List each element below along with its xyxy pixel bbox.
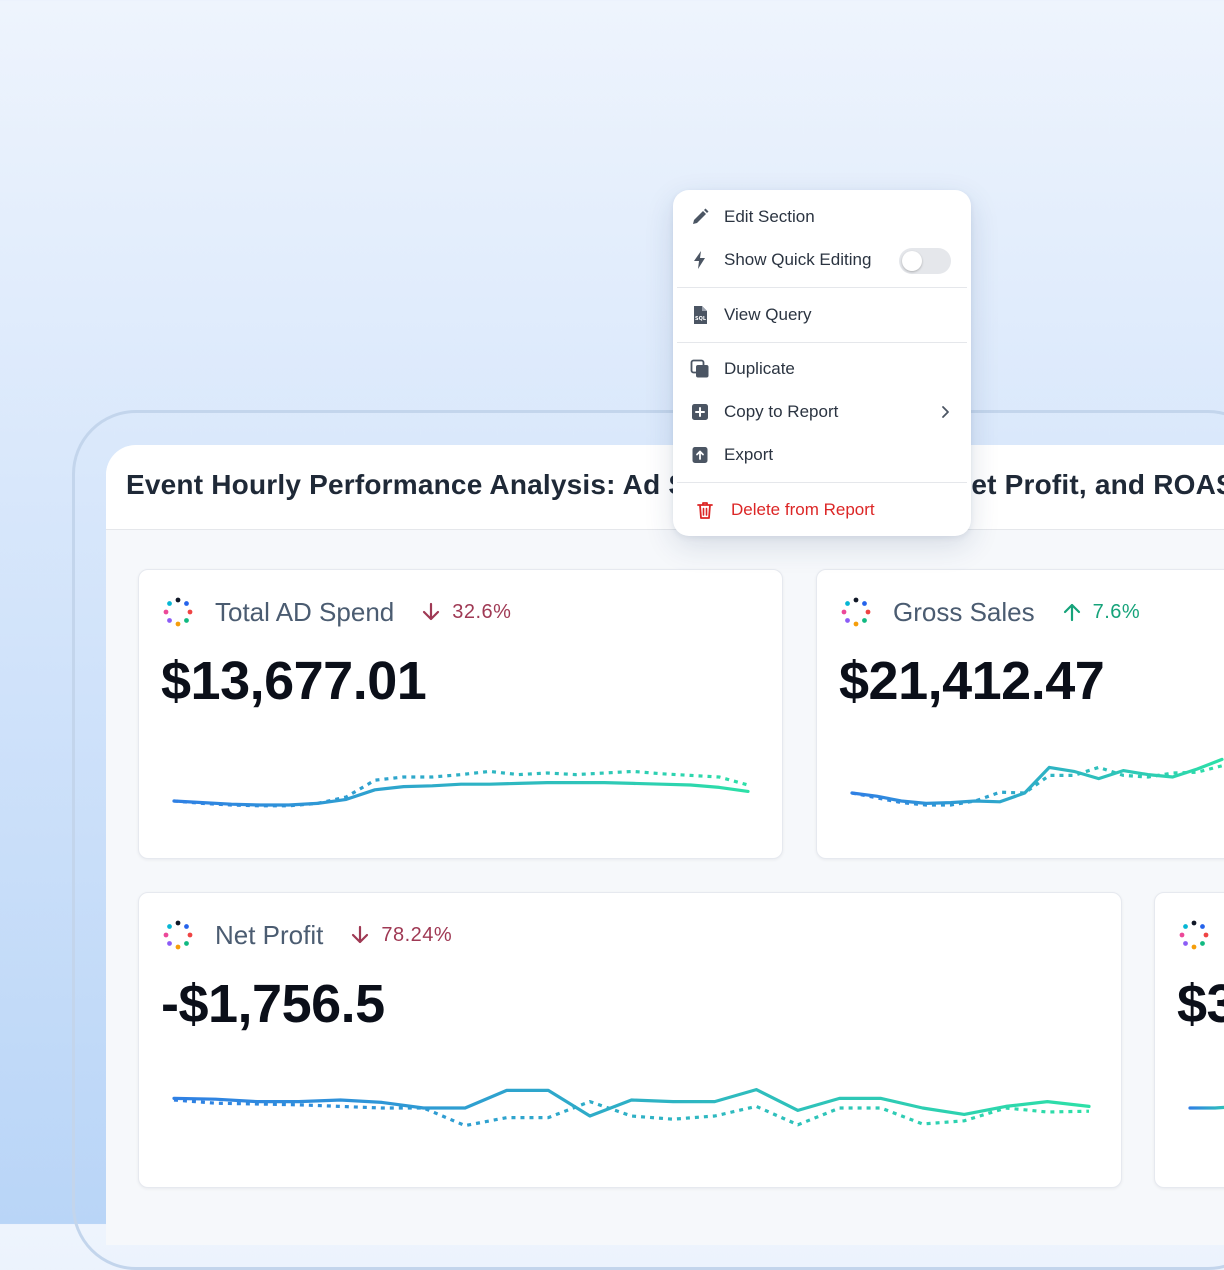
icon-dot — [184, 941, 189, 946]
menu-item-label: View Query — [724, 305, 812, 324]
icon-dot — [163, 609, 169, 615]
duplicate-icon — [690, 359, 709, 378]
icon-dot — [167, 941, 172, 946]
chevron-right-icon — [942, 406, 949, 418]
menu-divider — [677, 287, 967, 288]
icon-dot — [1179, 932, 1185, 938]
current-series-line — [172, 780, 750, 807]
icon-dot — [167, 618, 172, 623]
report-section-panel: Event Hourly Performance Analysis: Ad Sp… — [106, 445, 1224, 1245]
metric-delta-value: 32.6% — [452, 600, 512, 623]
icon-dot — [167, 601, 172, 606]
sparkline-chart — [850, 757, 1224, 807]
metric-value: $21,412.47 — [839, 651, 1105, 711]
metric-name: Total AD Spend — [215, 596, 395, 627]
menu-item-edit-section[interactable]: Edit Section — [673, 197, 971, 237]
menu-item-export[interactable]: Export — [673, 435, 971, 475]
icon-dot — [175, 621, 181, 627]
icon-dot — [184, 601, 189, 606]
menu-item-show-quick-editing[interactable]: Show Quick Editing — [673, 240, 971, 280]
quick-editing-toggle[interactable] — [899, 248, 951, 274]
multicolor-dots-icon — [841, 597, 871, 627]
metric-delta: 7.6% — [1061, 601, 1141, 624]
icon-dot — [184, 618, 189, 623]
arrow-up-icon — [1063, 603, 1080, 622]
icon-dot — [841, 609, 847, 615]
icon-dot — [1183, 941, 1188, 946]
menu-item-label: Delete from Report — [731, 500, 875, 519]
metric-value: $13,677.01 — [161, 651, 427, 711]
metric-name: Gross Sales — [893, 596, 1035, 627]
sparkline-chart — [172, 1088, 1091, 1128]
icon-dot — [184, 924, 189, 929]
sql-file-icon: SQL — [694, 306, 707, 324]
export-icon — [692, 447, 708, 463]
metric-card-partial[interactable]: $3 — [1154, 892, 1224, 1188]
menu-item-duplicate[interactable]: Duplicate — [673, 349, 971, 389]
icon-dot — [175, 597, 181, 603]
icon-dot — [167, 924, 172, 929]
menu-item-label: Show Quick Editing — [724, 250, 872, 269]
menu-item-label: Edit Section — [724, 207, 815, 226]
menu-item-view-query[interactable]: SQL View Query — [673, 295, 971, 335]
multicolor-dots-icon — [163, 920, 193, 950]
menu-item-label: Duplicate — [724, 359, 795, 378]
section-context-menu: Edit Section Show Quick Editing SQL View… — [673, 190, 971, 536]
icon-dot — [175, 944, 181, 950]
icon-dot — [187, 932, 193, 938]
svg-text:SQL: SQL — [695, 316, 707, 322]
icon-dot — [187, 609, 193, 615]
multicolor-dots-icon — [163, 597, 193, 627]
current-series-line — [172, 1088, 1091, 1118]
metric-delta-value: 78.24% — [381, 923, 453, 946]
arrow-down-icon — [423, 602, 440, 621]
icon-dot — [853, 621, 859, 627]
pencil-icon — [693, 208, 709, 224]
metric-name: Net Profit — [215, 919, 324, 950]
icon-dot — [845, 601, 850, 606]
current-series-line — [1188, 1105, 1224, 1110]
metric-card-gross-sales[interactable]: Gross Sales 7.6% $21,412.47 — [816, 569, 1224, 859]
icon-dot — [845, 618, 850, 623]
icon-dot — [1200, 941, 1205, 946]
icon-dot — [175, 920, 181, 926]
metric-value: -$1,756.5 — [161, 974, 385, 1034]
metric-card-total-ad-spend[interactable]: Total AD Spend 32.6% $13,677.01 — [138, 569, 783, 859]
section-header: Event Hourly Performance Analysis: Ad Sp… — [106, 445, 1224, 530]
metric-value: $3 — [1177, 974, 1224, 1034]
multicolor-dots-icon — [1179, 920, 1209, 950]
menu-item-delete-from-report[interactable]: Delete from Report — [673, 490, 971, 530]
menu-item-label: Export — [724, 445, 774, 464]
icon-dot — [862, 618, 867, 623]
icon-dot — [853, 597, 859, 603]
icon-dot — [1191, 944, 1197, 950]
icon-dot — [1200, 924, 1205, 929]
arrow-down-icon — [352, 925, 369, 944]
menu-divider — [677, 482, 967, 483]
icon-dot — [1191, 920, 1197, 926]
metric-delta-value: 7.6% — [1092, 600, 1141, 623]
metric-delta: 78.24% — [349, 924, 452, 947]
sparkline-chart — [172, 769, 750, 808]
menu-item-copy-to-report[interactable]: Copy to Report — [673, 392, 971, 432]
icon-dot — [1203, 932, 1209, 938]
lightning-icon — [694, 251, 705, 269]
metric-card-net-profit[interactable]: Net Profit 78.24% -$1,756.5 — [138, 892, 1122, 1188]
icon-dot — [1183, 924, 1188, 929]
menu-item-label: Copy to Report — [724, 402, 839, 421]
previous-period-line — [173, 1098, 1090, 1128]
sparkline-chart — [1188, 1105, 1224, 1110]
toggle-knob — [902, 251, 922, 271]
icon-dot — [862, 601, 867, 606]
trash-icon — [697, 502, 713, 519]
plus-square-icon — [692, 404, 708, 420]
metric-delta: 32.6% — [420, 601, 511, 624]
previous-period-line — [851, 764, 1223, 807]
icon-dot — [163, 932, 169, 938]
previous-period-line — [173, 769, 749, 808]
menu-divider — [677, 342, 967, 343]
icon-dot — [865, 609, 871, 615]
current-series-line — [850, 757, 1224, 806]
